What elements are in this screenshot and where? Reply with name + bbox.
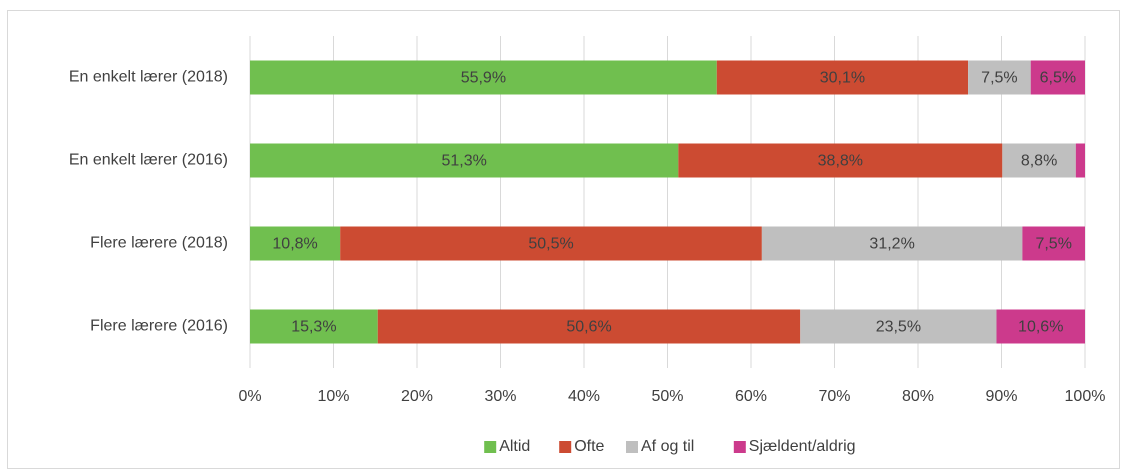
legend-label: Altid (499, 438, 530, 455)
y-tick-label: En enkelt lærer (2018) (69, 69, 228, 86)
x-tick-label: 30% (484, 388, 516, 405)
y-tick-label: En enkelt lærer (2016) (69, 152, 228, 169)
data-label: 10,6% (1018, 319, 1063, 336)
y-tick-label: Flere lærere (2016) (90, 318, 228, 335)
bar-segment (761, 226, 1023, 261)
x-tick-label: 70% (818, 388, 850, 405)
x-tick-label: 50% (651, 388, 683, 405)
data-label: 38,8% (818, 153, 863, 170)
bar-segment (250, 60, 717, 95)
bar-segment (1022, 226, 1085, 261)
data-label: 15,3% (291, 319, 336, 336)
x-tick-label: 40% (568, 388, 600, 405)
bar-segment (678, 143, 1003, 178)
x-tick-label: 60% (735, 388, 767, 405)
bar-segment (1002, 143, 1076, 178)
data-label: 7,5% (1035, 236, 1071, 253)
bar-segment (996, 309, 1085, 344)
data-label: 10,8% (272, 236, 317, 253)
data-label: 30,1% (820, 70, 865, 87)
bar-segment (968, 60, 1031, 95)
x-tick-label: 100% (1065, 388, 1106, 405)
bar-segment (1030, 60, 1085, 95)
x-tick-label: 90% (985, 388, 1017, 405)
data-label: 50,5% (528, 236, 573, 253)
bar-segment (800, 309, 997, 344)
bar-segment (377, 309, 801, 344)
data-label: 51,3% (441, 153, 486, 170)
data-label: 55,9% (461, 70, 506, 87)
bar-segment (1075, 143, 1085, 178)
y-tick-label: Flere lærere (2018) (90, 235, 228, 252)
bar-segment (340, 226, 762, 261)
data-label: 23,5% (876, 319, 921, 336)
data-label: 31,2% (869, 236, 914, 253)
data-label: 6,5% (1040, 70, 1076, 87)
x-tick-label: 0% (238, 388, 261, 405)
bar-segment (250, 143, 679, 178)
x-tick-label: 10% (317, 388, 349, 405)
legend-label: Ofte (574, 438, 604, 455)
legend-swatch (559, 441, 572, 453)
x-tick-label: 80% (902, 388, 934, 405)
data-label: 7,5% (981, 70, 1017, 87)
legend-label: Af og til (641, 438, 694, 455)
bar-segment (250, 309, 378, 344)
bar-segment (250, 226, 341, 261)
legend-label: Sjældent/aldrig (749, 438, 856, 455)
bar-segment (716, 60, 969, 95)
legend-swatch (484, 441, 497, 453)
x-tick-label: 20% (401, 388, 433, 405)
legend-swatch (626, 441, 638, 453)
data-label: 50,6% (566, 319, 611, 336)
data-label: 8,8% (1021, 153, 1057, 170)
legend-swatch (733, 441, 746, 453)
